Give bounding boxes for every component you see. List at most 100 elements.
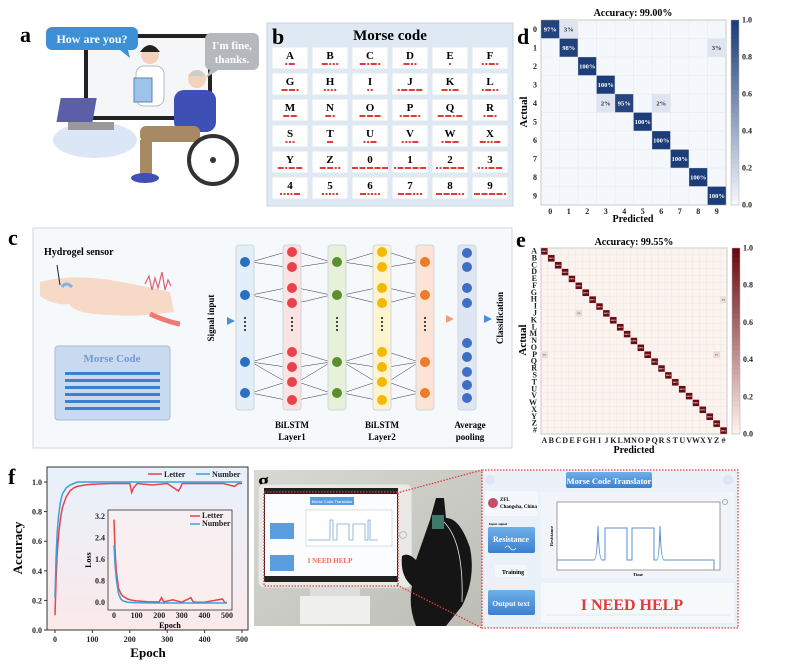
morse-dot	[327, 89, 330, 91]
x-tick-label: 0	[548, 207, 552, 216]
bubble-answer-text-2: thanks.	[215, 54, 250, 66]
output-text-button[interactable]	[488, 590, 535, 615]
x-tick-label: K	[610, 436, 617, 445]
morse-dot	[290, 193, 293, 195]
morse-dash	[367, 115, 373, 117]
morse-dot	[485, 167, 487, 169]
colorbar-segment	[731, 131, 739, 137]
morse-card-bg	[351, 72, 389, 96]
y-tick-label: #	[533, 426, 537, 435]
y-tick-label: Z	[532, 419, 537, 428]
neuron-node	[420, 290, 430, 300]
morse-dash	[370, 141, 377, 143]
morse-dash	[451, 193, 457, 195]
morse-dot	[325, 193, 328, 195]
resistance-button-label: Resistance	[493, 535, 529, 544]
colorbar-segment	[731, 121, 739, 127]
morse-dot	[334, 89, 337, 91]
cell-value-label: 100%	[604, 313, 609, 315]
neuron-node	[462, 393, 472, 403]
connection-arrow	[387, 392, 420, 401]
morse-dash	[456, 115, 463, 117]
panel-a: a Sensor How are you?	[20, 22, 259, 186]
morse-code-card: Morse Code	[54, 345, 171, 421]
colorbar-segment	[731, 168, 739, 174]
morse-dash	[370, 63, 377, 65]
ellipsis-dot	[244, 317, 246, 319]
resistance-button[interactable]	[488, 527, 535, 553]
y-tick-label: X	[531, 405, 537, 414]
morse-dot	[322, 193, 324, 195]
settings-icon[interactable]	[722, 499, 728, 505]
cm-d-ylabel: Actual	[518, 96, 530, 127]
morse-dot	[452, 115, 455, 117]
output-layer	[415, 244, 435, 411]
home-icon[interactable]	[485, 475, 495, 485]
cell-value-label: 100%	[579, 63, 595, 70]
colorbar-tick-label: 0.6	[743, 318, 753, 327]
app-title-bar	[566, 472, 652, 488]
morse-dot	[481, 63, 484, 65]
morse-char: Q	[446, 102, 455, 114]
morse-card-D: D	[391, 46, 429, 70]
morse-card-bg	[471, 98, 509, 122]
colorbar-tick-label: 0.2	[742, 164, 752, 173]
classification-arrow-icon	[484, 315, 492, 323]
connection-arrow	[297, 294, 332, 304]
colorbar-segment	[732, 387, 740, 393]
colorbar-segment	[731, 154, 739, 160]
morse-dash	[327, 167, 334, 169]
panel-g: g Morse Code Translator I NEED HELP	[254, 468, 739, 629]
more-menu-icon[interactable]	[723, 475, 733, 485]
neuron-node	[287, 262, 297, 272]
colorbar-segment	[732, 299, 740, 305]
signal-chart-ylabel: Resistance	[549, 526, 554, 546]
signal-wave-icon	[144, 271, 172, 291]
morse-card-U: U	[351, 124, 389, 148]
connection-arrow	[342, 361, 377, 368]
colorbar-segment	[732, 420, 740, 426]
morse-dash	[452, 89, 459, 91]
cell-value-label: 100%	[693, 403, 698, 405]
morse-dot	[367, 193, 370, 195]
colorbar-segment	[732, 396, 740, 402]
morse-char: T	[326, 128, 334, 140]
y-tick-label: A	[531, 247, 537, 256]
matrix-cell	[707, 186, 727, 206]
connection-arrow	[342, 392, 377, 401]
layer2-label-2: Layer2	[368, 432, 396, 442]
x-tick-label: 1	[567, 207, 571, 216]
inset-y-tick-label: 0.8	[95, 577, 105, 586]
laptop-illustration	[56, 98, 114, 130]
panel-c: c Hydrogel sensor Morse Code Signal inpu…	[8, 225, 513, 449]
training-button[interactable]	[495, 565, 527, 577]
morse-dash	[367, 167, 373, 169]
colorbar-segment	[731, 66, 739, 72]
neuron-node	[287, 283, 297, 293]
morse-card-0: 0	[351, 150, 389, 174]
colorbar-segment	[732, 313, 740, 319]
platform-illustration	[53, 122, 137, 158]
cell-value-label: 3%	[715, 355, 718, 357]
confusion-matrix-digits: 97% 3%98% 3%100%100%2% 95% 2%100%100%100%100…	[533, 16, 752, 217]
inset-x-tick-label: 400	[198, 611, 210, 620]
cell-value-label: 100%	[686, 396, 691, 398]
panel-label-c: c	[8, 225, 18, 250]
connection-arrow	[297, 351, 332, 363]
morse-char: O	[366, 102, 375, 114]
zoom-source-box	[263, 491, 399, 587]
morse-dot	[338, 167, 341, 169]
morse-grid: A B C D E F G H I J K L M N O P Q R S T U V W X Y Z 0 1 2 3 4 5 6 7 8 9	[271, 46, 509, 200]
colorbar-tick-label: 0.0	[742, 201, 752, 210]
x-tick-label: 5	[641, 207, 645, 216]
colorbar-segment	[732, 252, 740, 258]
connection-arrow	[250, 361, 287, 383]
f-xlabel: Epoch	[130, 645, 166, 660]
morse-dash	[397, 167, 404, 169]
morse-char: G	[286, 76, 295, 88]
morse-dot	[374, 193, 377, 195]
colorbar-segment	[732, 257, 740, 263]
morse-dash	[496, 167, 502, 169]
connection-arrow	[250, 361, 287, 368]
neuron-node	[332, 290, 342, 300]
